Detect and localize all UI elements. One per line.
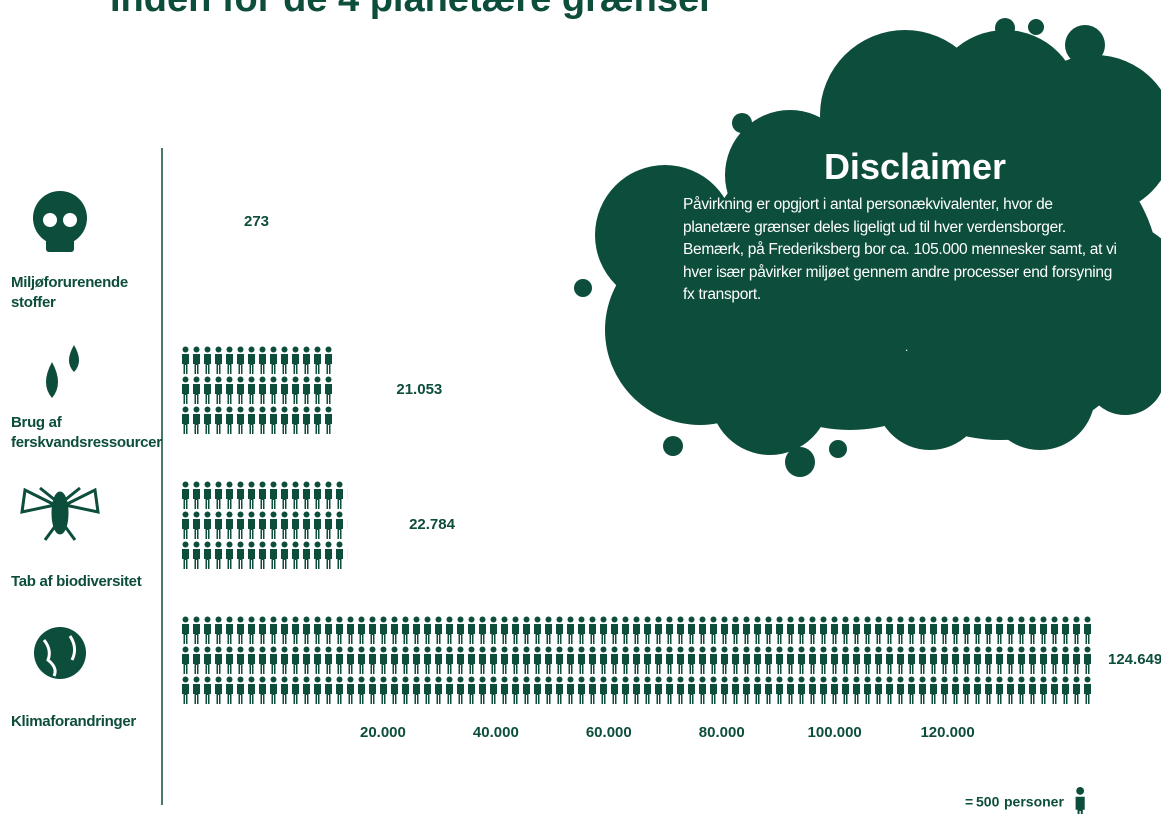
x-tick-label: 120.000 — [920, 724, 974, 741]
legend-icon — [1075, 786, 1085, 814]
x-tick-label: 80.000 — [699, 724, 745, 741]
person-head — [1076, 786, 1085, 795]
legend-value: 500 — [976, 794, 1000, 810]
category-label: Klimaforandringer — [11, 713, 136, 730]
skull-icon — [33, 191, 87, 252]
x-tick-label: 60.000 — [586, 724, 632, 741]
category-icons — [20, 191, 100, 679]
legend-prefix: = — [965, 794, 973, 810]
value-label: 273 — [244, 213, 269, 230]
globe-icon — [34, 627, 86, 679]
legend-suffix: personer — [1004, 794, 1064, 810]
value-label: 22.784 — [409, 516, 456, 533]
disclaimer-title: Disclaimer — [823, 146, 1007, 187]
pictogram-bar — [180, 480, 348, 570]
value-label: 124.649 — [1108, 651, 1161, 668]
x-tick-label: 100.000 — [808, 724, 862, 741]
category-label: Brug af ferskvandsressourcer — [11, 414, 162, 451]
disclaimer-text: Påvirkning er opgjort i antal personækvi… — [683, 196, 1117, 303]
insect-icon — [20, 486, 100, 541]
disclaimer-cloud — [574, 18, 1161, 477]
category-label: Tab af biodiversitet — [11, 573, 142, 590]
disclaimer-note: . — [905, 340, 909, 354]
drops-icon — [46, 345, 79, 398]
x-tick-label: 20.000 — [360, 724, 406, 741]
x-tick-label: 40.000 — [473, 724, 519, 741]
pictogram-bar — [180, 345, 335, 435]
category-label: Miljøforurenende stoffer — [11, 274, 128, 311]
pictogram-bar — [180, 615, 1095, 705]
chart-title: Inden for de 4 planetære grænser — [110, 0, 714, 21]
person-body — [1075, 796, 1085, 814]
value-label: 21.053 — [396, 381, 442, 398]
pictogram-bar — [180, 177, 183, 267]
